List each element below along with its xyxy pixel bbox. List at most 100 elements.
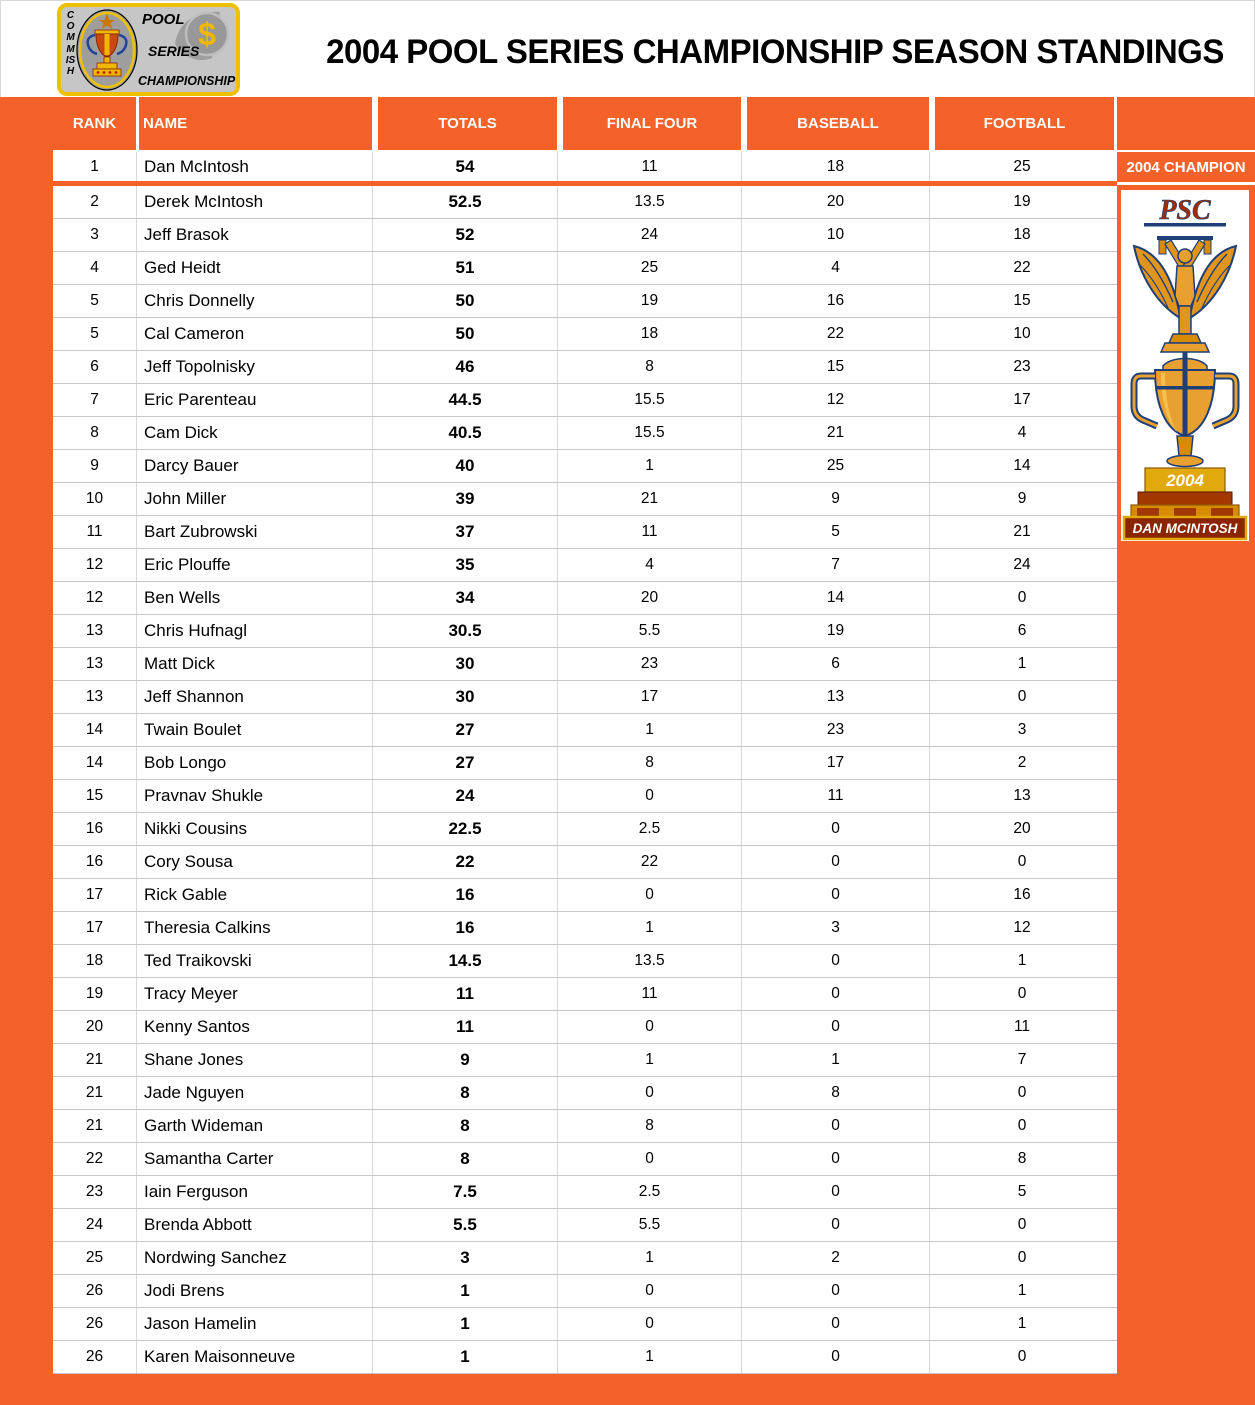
name-cell: Cory Sousa [136,846,372,878]
trophy-year: 2004 [1165,471,1204,490]
final-four-cell: 0 [557,780,741,812]
rank-cell: 5 [90,292,99,309]
table-row: 5 Cal Cameron 50 18 22 10 [53,318,1117,351]
football-cell: 0 [929,1209,1114,1241]
table-row: 1 Dan McIntosh 54 11 18 25 [53,152,1117,186]
baseball-cell: 0 [741,813,929,845]
football-cell: 18 [929,219,1114,251]
final-four-cell: 23 [557,648,741,680]
page-title: 2004 POOL SERIES CHAMPIONSHIP SEASON STA… [326,33,1224,71]
football-cell: 14 [929,450,1114,482]
dollar-icon: $ [198,16,216,52]
final-four-cell: 5.5 [557,615,741,647]
final-four-cell: 0 [557,1308,741,1340]
name-cell: Bob Longo [136,747,372,779]
football-cell: 0 [929,978,1114,1010]
totals-cell: 7.5 [372,1176,557,1208]
rank-cell: 1 [90,157,99,175]
dollar-circle [184,11,230,57]
name-cell: Nikki Cousins [136,813,372,845]
football-cell: 10 [929,318,1114,350]
rank-cell: 8 [90,424,99,441]
table-row: 23 Iain Ferguson 7.5 2.5 0 5 [53,1176,1117,1209]
rank-cell: 14 [85,721,104,738]
totals-cell: 11 [372,978,557,1010]
rank-cell: 13 [85,688,104,705]
rank-cell: 19 [85,985,104,1002]
baseball-cell: 9 [741,483,929,515]
football-cell: 16 [929,879,1114,911]
football-cell: 8 [929,1143,1114,1175]
name-cell: Shane Jones [136,1044,372,1076]
football-cell: 12 [929,912,1114,944]
rank-cell: 13 [85,655,104,672]
football-cell: 0 [929,1110,1114,1142]
name-cell: Rick Gable [136,879,372,911]
totals-cell: 39 [372,483,557,515]
baseball-cell: 0 [741,978,929,1010]
name-cell: Jade Nguyen [136,1077,372,1109]
final-four-cell: 11 [557,152,741,181]
table-row: 24 Brenda Abbott 5.5 5.5 0 0 [53,1209,1117,1242]
football-cell: 23 [929,351,1114,383]
name-cell: Cal Cameron [136,318,372,350]
final-four-cell: 11 [557,516,741,548]
totals-cell: 35 [372,549,557,581]
logo-graphic: $ [57,3,240,96]
football-cell: 0 [929,1242,1114,1274]
football-cell: 25 [929,152,1114,181]
football-cell: 11 [929,1011,1114,1043]
final-four-cell: 1 [557,1341,741,1373]
baseball-cell: 20 [741,186,929,218]
table-row: 15 Pravnav Shukle 24 0 11 13 [53,780,1117,813]
baseball-cell: 23 [741,714,929,746]
name-cell: Jeff Shannon [136,681,372,713]
logo-vertical-text: COMMISH [65,10,76,78]
final-four-cell: 25 [557,252,741,284]
final-four-cell: 0 [557,1143,741,1175]
logo-word-series: SERIES [148,43,200,59]
final-four-cell: 0 [557,879,741,911]
final-four-cell: 8 [557,351,741,383]
name-cell: Jason Hamelin [136,1308,372,1340]
name-cell: Twain Boulet [136,714,372,746]
baseball-cell: 11 [741,780,929,812]
totals-cell: 27 [372,747,557,779]
rank-cell: 16 [85,820,104,837]
baseball-cell: 0 [741,1143,929,1175]
name-cell: Nordwing Sanchez [136,1242,372,1274]
champion-trophy-image: PSC [1122,195,1248,541]
baseball-cell: 21 [741,417,929,449]
totals-cell: 30 [372,681,557,713]
name-cell: Ted Traikovski [136,945,372,977]
baseball-cell: 16 [741,285,929,317]
name-cell: Eric Parenteau [136,384,372,416]
name-cell: Theresia Calkins [136,912,372,944]
name-cell: Samantha Carter [136,1143,372,1175]
totals-cell: 30 [372,648,557,680]
rank-cell: 13 [85,622,104,639]
totals-cell: 22 [372,846,557,878]
table-row: 21 Garth Wideman 8 8 0 0 [53,1110,1117,1143]
rank-cell: 11 [86,523,103,540]
champion-label: 2004 CHAMPION [1117,150,1255,185]
baseball-cell: 0 [741,1209,929,1241]
table-row: 2 Derek McIntosh 52.5 13.5 20 19 [53,186,1117,219]
baseball-cell: 3 [741,912,929,944]
final-four-cell: 21 [557,483,741,515]
final-four-cell: 13.5 [557,945,741,977]
football-cell: 0 [929,681,1114,713]
table-row: 12 Eric Plouffe 35 4 7 24 [53,549,1117,582]
totals-cell: 9 [372,1044,557,1076]
rank-cell: 21 [85,1051,104,1068]
football-cell: 0 [929,846,1114,878]
column-header-name: NAME [136,97,372,150]
table-row: 14 Twain Boulet 27 1 23 3 [53,714,1117,747]
football-cell: 6 [929,615,1114,647]
table-row: 18 Ted Traikovski 14.5 13.5 0 1 [53,945,1117,978]
totals-cell: 37 [372,516,557,548]
right-wing [1189,244,1238,320]
final-four-cell: 18 [557,318,741,350]
totals-cell: 8 [372,1143,557,1175]
